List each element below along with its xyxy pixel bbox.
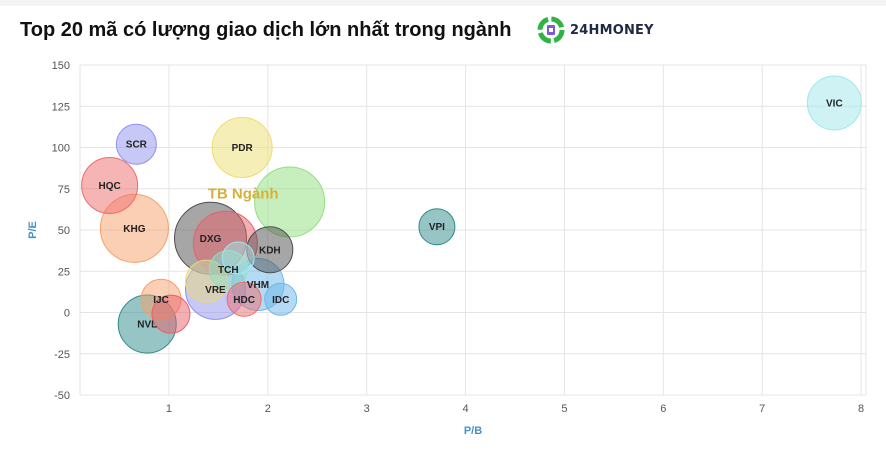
x-tick-label: 7	[759, 403, 765, 415]
bubble-label-vhm: VHM	[247, 280, 269, 291]
x-tick-label: 2	[265, 403, 271, 415]
bubble-label-ijc: IJC	[153, 295, 169, 306]
bubble-pdr[interactable]	[211, 117, 273, 178]
y-tick-label: -50	[54, 390, 70, 402]
chart-title: Top 20 mã có lượng giao dịch lớn nhất tr…	[20, 19, 512, 41]
bubble-label-scr: SCR	[126, 140, 148, 151]
y-tick-label: 0	[64, 308, 70, 320]
y-tick-label: 125	[52, 101, 70, 113]
bubble-vic[interactable]	[806, 75, 862, 131]
x-axis-title: P/B	[464, 425, 482, 437]
bubble-label-khg: KHG	[123, 224, 145, 235]
bubble-label-vic: VIC	[826, 98, 843, 109]
brand-name: 24HMONEY	[570, 22, 654, 38]
y-tick-label: 150	[52, 60, 70, 72]
y-tick-label: 100	[52, 143, 70, 155]
bubble-label-vpi: VPI	[429, 222, 445, 233]
bubble-label-tch: TCH	[218, 265, 239, 276]
top-bar	[0, 0, 886, 6]
bubble-vpi[interactable]	[418, 208, 456, 246]
brand-logo: 24HMONEY	[537, 16, 654, 44]
bubble-label-kdh: KDH	[259, 245, 281, 256]
bubble-label-nvl: NVL	[137, 320, 157, 331]
y-tick-label: -25	[54, 349, 70, 361]
brand-logo-icon	[537, 16, 565, 44]
bubble-unlabeled[interactable]	[254, 166, 326, 238]
y-tick-label: 75	[58, 184, 70, 196]
x-tick-label: 1	[166, 403, 172, 415]
bubble-hdc[interactable]	[226, 281, 262, 317]
x-tick-label: 6	[660, 403, 666, 415]
bubble-label-vre: VRE	[205, 285, 226, 296]
bubble-label-hdc: HDC	[233, 295, 255, 306]
y-axis-title: P/E	[27, 221, 39, 239]
x-tick-label: 8	[858, 403, 864, 415]
y-tick-label: 25	[58, 266, 70, 278]
bubble-scr[interactable]	[115, 123, 157, 165]
x-tick-label: 4	[463, 403, 469, 415]
bubbles: DXG KHG NVL HQC PDR VIC VRE VHM SCR KDH IJC TCH VPI H…	[81, 75, 862, 354]
bubble-label-pdr: PDR	[232, 143, 254, 154]
bubble-unlabeled[interactable]	[221, 241, 255, 275]
x-tick-label: 3	[364, 403, 370, 415]
bubble-unlabeled[interactable]	[151, 294, 191, 334]
grid-lines	[79, 64, 867, 396]
average-label: TB Ngành	[208, 186, 279, 203]
bubble-idc[interactable]	[264, 282, 298, 316]
axis-ticks: 150 125 100 75 50 25 0 -25 -50 1 2 3 4 5 6 7 8	[52, 60, 864, 415]
bubble-hqc[interactable]	[81, 156, 139, 214]
y-tick-label: 50	[58, 225, 70, 237]
x-tick-label: 5	[561, 403, 567, 415]
bubble-label-dxg: DXG	[200, 234, 222, 245]
bubble-label-idc: IDC	[272, 295, 289, 306]
bubble-label-hqc: HQC	[99, 181, 121, 192]
